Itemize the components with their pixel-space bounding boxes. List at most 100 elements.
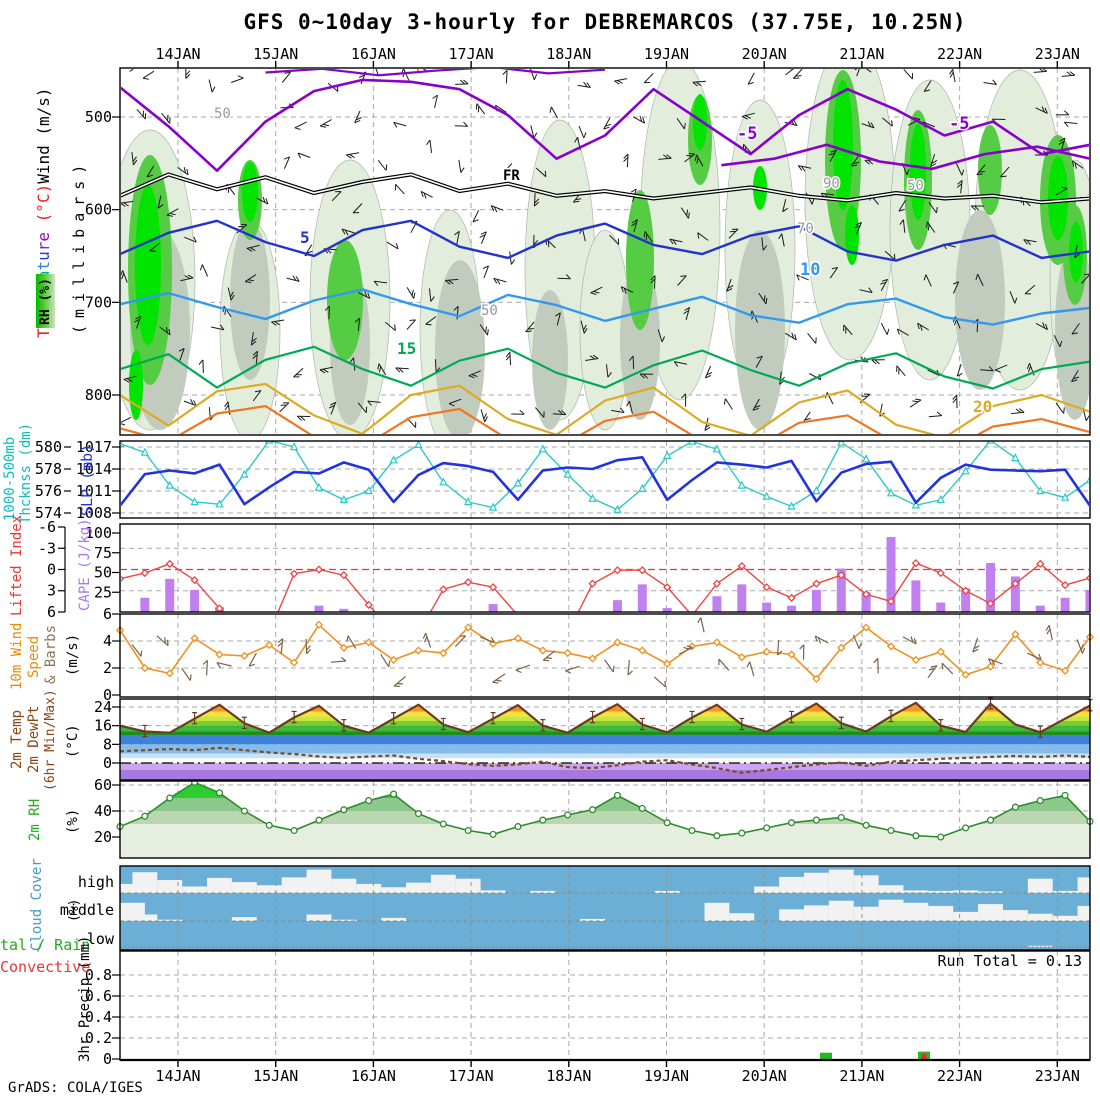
rh-legend-box: RH (%) (36, 274, 55, 328)
temperature-label-letter: e (34, 231, 53, 242)
axis-label-minmax: (6hr Min/Max) (43, 689, 58, 791)
svg-text:0.8: 0.8 (85, 966, 112, 984)
svg-text:6: 6 (47, 603, 56, 621)
temperature-label-letter: r (34, 241, 53, 252)
grads-footer: GrADS: COLA/IGES (8, 1080, 143, 1096)
svg-text:-6: -6 (38, 518, 56, 536)
svg-text:5: 5 (300, 228, 310, 247)
svg-text:0.4: 0.4 (85, 1008, 112, 1026)
panel-cloud-cover (120, 866, 1090, 950)
axis-label-thickness-2: Thcknss (dm) (18, 422, 34, 524)
svg-text:60: 60 (94, 776, 112, 794)
svg-text:14JAN: 14JAN (155, 45, 200, 63)
svg-text:24: 24 (94, 698, 112, 716)
panel-2m-temp (119, 697, 1093, 780)
svg-text:16JAN: 16JAN (351, 1067, 396, 1085)
svg-text:2: 2 (103, 659, 112, 677)
axis-label-millibars: (millibars) (70, 157, 88, 334)
svg-text:576: 576 (35, 482, 62, 500)
panel-cape-li (121, 536, 1089, 612)
svg-text:1014: 1014 (76, 460, 112, 478)
axis-label-lifted-index: Lifted Index (9, 514, 25, 616)
page-title: GFS 0~10day 3-hourly for DEBREMARCOS (37… (243, 10, 967, 34)
svg-text:580: 580 (35, 438, 62, 456)
axis-label-barbs: & Barbs (43, 624, 59, 684)
svg-text:0.2: 0.2 (85, 1029, 112, 1047)
svg-text:50: 50 (94, 564, 112, 582)
axis-label-rh-units: (%) (65, 808, 81, 834)
axis-label-slp: SLP (mb) (78, 443, 96, 516)
svg-text:50: 50 (214, 106, 231, 122)
svg-text:18JAN: 18JAN (546, 1067, 591, 1085)
panel-2m-rh (116, 778, 1094, 858)
svg-text:10: 10 (800, 260, 820, 280)
svg-text:15JAN: 15JAN (253, 45, 298, 63)
axis-label-cape: CAPE (J/kg) (77, 518, 93, 611)
panel-slp-thickness (121, 441, 1089, 513)
svg-text:500: 500 (85, 108, 112, 126)
svg-text:75: 75 (94, 544, 112, 562)
svg-text:600: 600 (85, 201, 112, 219)
svg-text:0: 0 (103, 686, 112, 704)
svg-text:FR: FR (503, 168, 520, 184)
axis-label-wind-units: (m/s) (65, 633, 81, 676)
svg-text:6: 6 (103, 605, 112, 623)
svg-text:50: 50 (907, 178, 924, 194)
svg-text:middle: middle (60, 901, 114, 919)
degc-label: (°C) (34, 183, 53, 232)
svg-text:15: 15 (397, 339, 416, 358)
svg-text:23JAN: 23JAN (1035, 45, 1080, 63)
wind-ms-label: Wind (m/s) (34, 87, 53, 184)
svg-text:578: 578 (35, 460, 62, 478)
svg-text:50: 50 (481, 303, 498, 319)
temperature-contours (121, 69, 1089, 434)
svg-text:22JAN: 22JAN (937, 45, 982, 63)
temperature-label-letter: u (34, 251, 53, 261)
svg-text:19JAN: 19JAN (644, 1067, 689, 1085)
axis-label-rh: RH (%) (38, 278, 53, 325)
axis-label-2m-dewpt: 2m DewPt (26, 705, 42, 773)
svg-text:0: 0 (103, 1050, 112, 1068)
svg-text:17JAN: 17JAN (449, 1067, 494, 1085)
axis-label-thickness-1: 1000-500mb (2, 436, 18, 521)
svg-text:-5: -5 (737, 124, 757, 144)
panel-frames (119, 67, 1091, 1062)
svg-text:16: 16 (94, 717, 112, 735)
svg-text:20JAN: 20JAN (742, 45, 787, 63)
axis-label-cloud-units: (%) (67, 898, 82, 922)
svg-text:574: 574 (35, 504, 62, 522)
svg-text:0: 0 (103, 754, 112, 772)
surface-wind-barbs (131, 617, 1086, 688)
svg-text:17JAN: 17JAN (449, 45, 494, 63)
svg-text:100: 100 (85, 524, 112, 542)
panel-10m-wind (115, 620, 1095, 683)
axis-label-speed: Speed (26, 635, 42, 678)
left-tick-labels: 5006007008001017101410111008580578576574… (35, 108, 120, 1068)
legend-total-rain: tal / Rain (0, 936, 91, 954)
svg-text:21JAN: 21JAN (839, 45, 884, 63)
svg-text:8: 8 (103, 735, 112, 753)
svg-text:Run Total = 0.13: Run Total = 0.13 (938, 952, 1083, 970)
svg-text:90: 90 (823, 176, 840, 192)
date-axis: 14JAN 14JAN 15JAN 15JAN 16JAN 16JAN 17JAN 17JAN… (155, 45, 1079, 1085)
svg-text:1008: 1008 (76, 504, 112, 522)
axis-label-temp-units: (°C) (65, 724, 81, 758)
svg-text:0: 0 (47, 561, 56, 579)
svg-text:1011: 1011 (76, 482, 112, 500)
panel-precip: Run Total = 0.13 (820, 952, 1082, 1059)
svg-text:1017: 1017 (76, 438, 112, 456)
svg-text:0.6: 0.6 (85, 987, 112, 1005)
axis-label-2m-rh: 2m RH (27, 798, 43, 841)
svg-text:3: 3 (47, 582, 56, 600)
axis-label-10m-wind: 10m Wind (9, 622, 25, 690)
svg-text:800: 800 (85, 386, 112, 404)
svg-text:16JAN: 16JAN (351, 45, 396, 63)
svg-text:20JAN: 20JAN (742, 1067, 787, 1085)
svg-text:23JAN: 23JAN (1035, 1067, 1080, 1085)
svg-text:15JAN: 15JAN (253, 1067, 298, 1085)
svg-text:22JAN: 22JAN (937, 1067, 982, 1085)
temperature-label-letter: t (34, 260, 53, 271)
contour-labels: 50 90 50 70 50 -5 -5 FR 5 10 15 20 (213, 105, 994, 418)
axis-label-2m-temp: 2m Temp (9, 709, 25, 769)
